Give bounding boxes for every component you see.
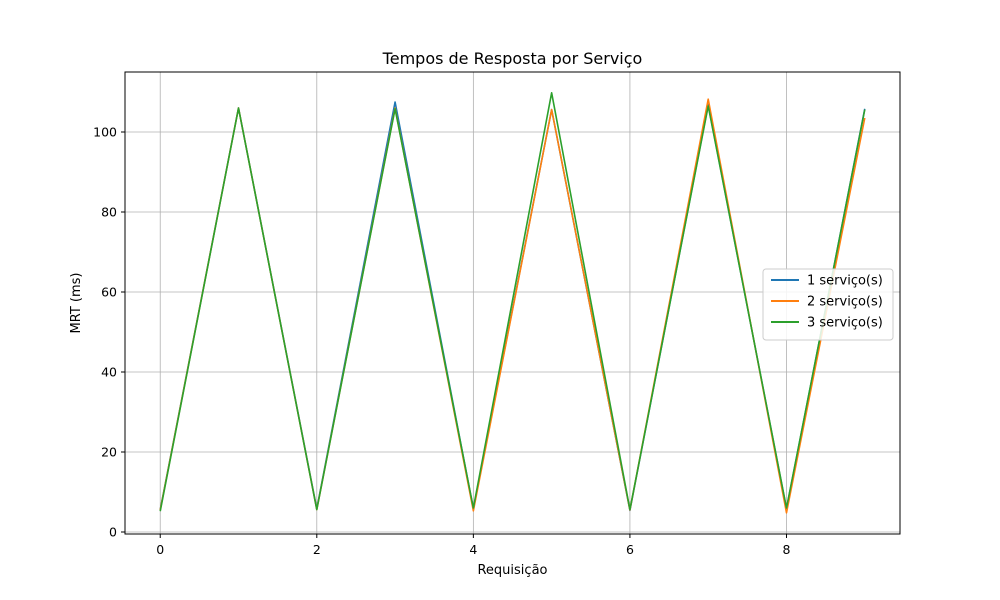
y-axis-label: MRT (ms) [69,273,84,334]
x-tick-label: 8 [783,542,791,557]
x-axis-label: Requisição [477,563,547,578]
series-lines [159,92,866,514]
chart-title: Tempos de Resposta por Serviço [382,49,643,68]
series-line-3 [159,92,866,512]
y-tick-label: 40 [101,365,117,380]
x-tick-label: 0 [156,542,164,557]
legend-label: 3 serviço(s) [807,316,883,331]
x-tick-label: 2 [313,542,321,557]
x-tick-label: 6 [626,542,634,557]
x-axis: 0 2 4 6 8 [156,534,791,557]
y-tick-label: 60 [101,285,117,300]
y-tick-label: 80 [101,205,117,220]
plot-area [124,71,901,535]
x-tick-label: 4 [469,542,477,557]
legend-label: 2 serviço(s) [807,295,883,310]
y-tick-label: 20 [101,445,117,460]
y-axis: 0 20 40 60 80 100 [93,125,125,540]
y-tick-label: 0 [109,525,117,540]
legend: 1 serviço(s) 2 serviço(s) 3 serviço(s) [762,268,894,341]
y-tick-label: 100 [93,125,117,140]
legend-label: 1 serviço(s) [807,274,883,289]
